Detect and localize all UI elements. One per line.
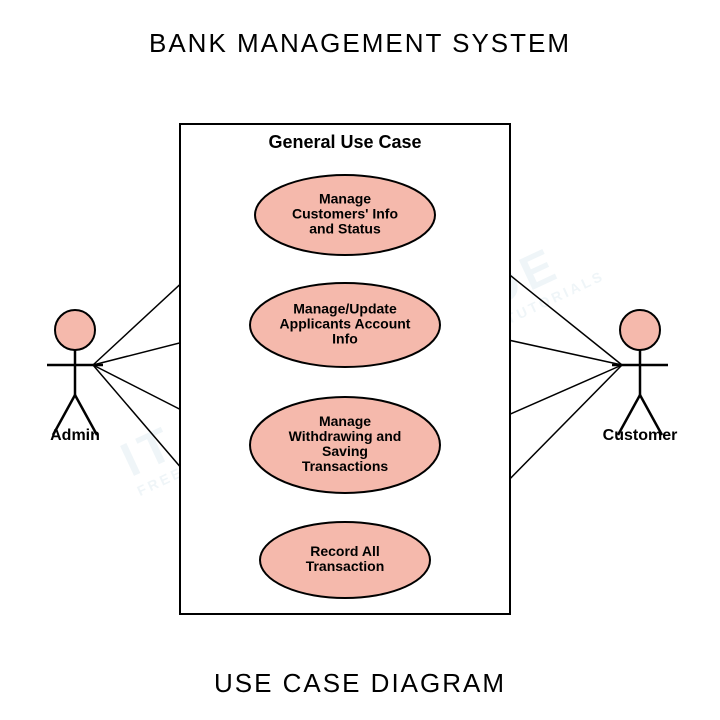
use-case-diagram: General Use CaseManageCustomers' Infoand…: [0, 0, 720, 720]
actor-head-icon: [55, 310, 95, 350]
use-case-label: and Status: [309, 221, 381, 237]
use-case-label: Transactions: [302, 458, 389, 474]
use-case-label: Manage/Update: [293, 301, 397, 317]
use-case-label: Record All: [310, 543, 380, 559]
actor-customer: Customer: [603, 310, 678, 444]
actor-head-icon: [620, 310, 660, 350]
use-case-label: Transaction: [306, 558, 385, 574]
use-case-label: Saving: [322, 443, 368, 459]
use-case-label: Withdrawing and: [289, 428, 402, 444]
use-case-label: Manage: [319, 191, 371, 207]
use-case-label: Info: [332, 331, 358, 347]
actor-label: Admin: [50, 427, 100, 444]
actor-admin: Admin: [47, 310, 103, 444]
use-case-label: Manage: [319, 413, 371, 429]
actor-label: Customer: [603, 427, 678, 444]
system-boundary-label: General Use Case: [268, 132, 421, 152]
use-case-label: Applicants Account: [280, 316, 411, 332]
use-case-label: Customers' Info: [292, 206, 398, 222]
